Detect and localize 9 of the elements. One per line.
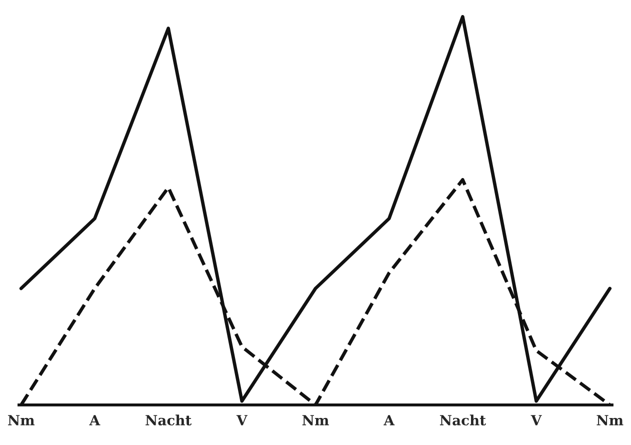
x-tick-label: Nm xyxy=(596,415,624,426)
x-tick-label: A xyxy=(384,415,395,426)
x-tick-label: V xyxy=(530,415,542,426)
x-tick-label: V xyxy=(236,415,248,426)
x-tick-label: Nacht xyxy=(440,414,486,426)
x-tick-label: A xyxy=(89,415,100,426)
x-tick-label: Nm xyxy=(302,415,329,426)
x-tick-label: Nacht xyxy=(146,414,192,426)
x-tick-label: Nm xyxy=(8,415,35,426)
